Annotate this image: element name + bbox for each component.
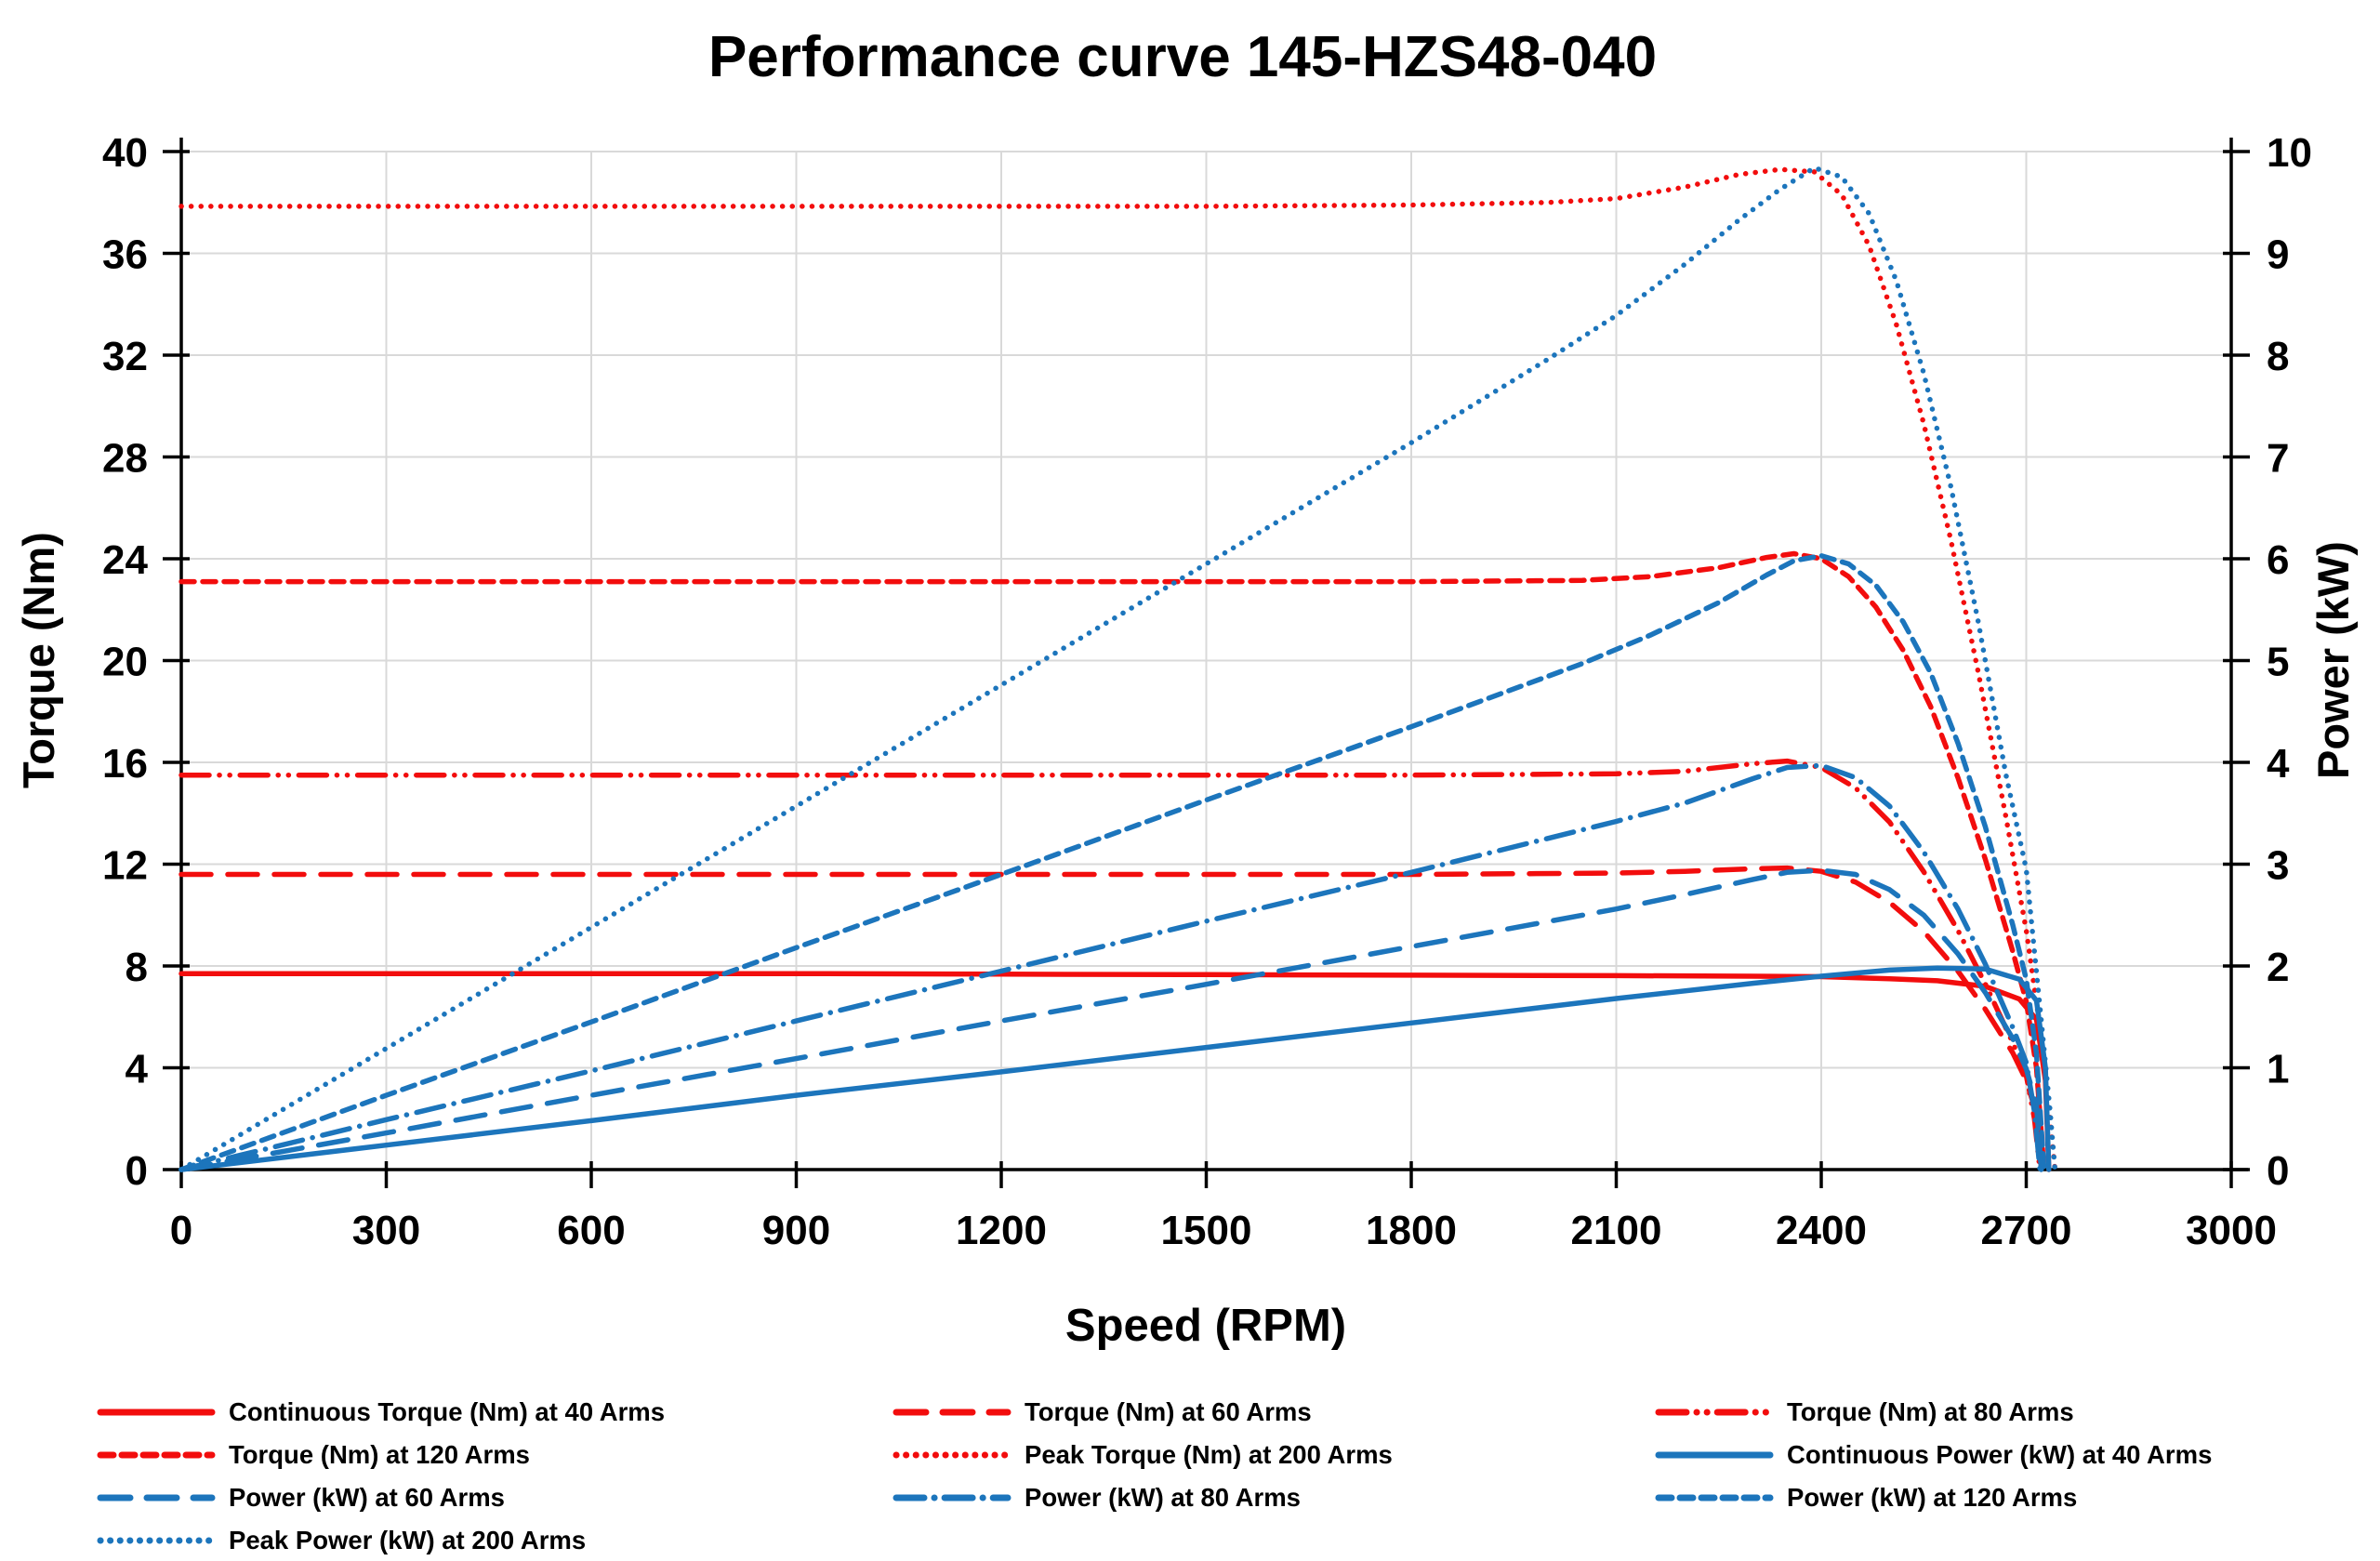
- y-axis-right-title: Power (kW): [2308, 541, 2358, 779]
- legend-item-p40: Continuous Power (kW) at 40 Arms: [1655, 1442, 2306, 1468]
- y-left-tick-label: 20: [102, 640, 148, 685]
- legend-label-p120: Power (kW) at 120 Arms: [1787, 1483, 2078, 1513]
- x-tick-label: 900: [762, 1208, 830, 1253]
- legend-item-t120: Torque (Nm) at 120 Arms: [97, 1442, 892, 1468]
- legend-label-p60: Power (kW) at 60 Arms: [229, 1483, 505, 1513]
- x-axis-title: Speed (RPM): [1065, 1301, 1346, 1351]
- chart-title: Performance curve 145-HZS48-040: [708, 25, 1657, 89]
- legend-line-sample-long-dash: [97, 1494, 216, 1501]
- legend-line-sample-long-dash: [892, 1409, 1012, 1416]
- y-right-tick-label: 6: [2267, 537, 2289, 583]
- y-right-tick-label: 0: [2267, 1148, 2289, 1194]
- legend-line-sample-dot: [97, 1537, 216, 1544]
- y-left-tick-label: 24: [102, 537, 148, 583]
- legend-label-t80: Torque (Nm) at 80 Arms: [1787, 1397, 2074, 1427]
- axes: [163, 138, 2250, 1188]
- gridlines: [181, 151, 2231, 1170]
- y-right-tick-label: 3: [2267, 843, 2289, 889]
- legend-item-t80: Torque (Nm) at 80 Arms: [1655, 1399, 2306, 1425]
- y-right-tick-label: 1: [2267, 1047, 2289, 1092]
- x-tick-label: 1500: [1161, 1208, 1252, 1253]
- legend-item-p80: Power (kW) at 80 Arms: [892, 1485, 1655, 1511]
- y-left-tick-label: 36: [102, 232, 148, 278]
- legend-item-p120: Power (kW) at 120 Arms: [1655, 1485, 2306, 1511]
- x-tick-label: 0: [170, 1208, 192, 1253]
- tick-labels: 0 300 600 900 1200 1500 1800 2100 2400 2700 300004…: [102, 130, 2312, 1253]
- series-p200-line: [178, 165, 2058, 1172]
- legend-line-sample-solid: [1655, 1451, 1774, 1459]
- legend-label-t40: Continuous Torque (Nm) at 40 Arms: [229, 1397, 666, 1427]
- y-right-tick-label: 7: [2267, 436, 2289, 482]
- series-t200-line: [178, 166, 2058, 1172]
- legend-label-p40: Continuous Power (kW) at 40 Arms: [1787, 1440, 2213, 1470]
- y-axis-left-title: Torque (Nm): [14, 532, 63, 788]
- legend-label-p80: Power (kW) at 80 Arms: [1025, 1483, 1301, 1513]
- y-left-tick-label: 0: [126, 1148, 148, 1194]
- y-left-tick-label: 12: [102, 843, 148, 889]
- y-right-tick-label: 9: [2267, 232, 2289, 278]
- series-t120-line: [178, 550, 2047, 1172]
- series-lines: [178, 165, 2058, 1172]
- x-tick-label: 3000: [2186, 1208, 2277, 1253]
- x-tick-label: 2700: [1981, 1208, 2072, 1253]
- y-right-tick-label: 10: [2267, 130, 2312, 176]
- y-left-tick-label: 4: [126, 1047, 149, 1092]
- series-p120-line: [178, 552, 2047, 1172]
- x-tick-label: 300: [352, 1208, 420, 1253]
- legend-line-sample-solid: [97, 1409, 216, 1416]
- legend-item-p60: Power (kW) at 60 Arms: [97, 1485, 892, 1511]
- x-tick-label: 2400: [1776, 1208, 1867, 1253]
- y-left-tick-label: 40: [102, 130, 148, 176]
- x-tick-label: 1800: [1366, 1208, 1457, 1253]
- y-left-tick-label: 28: [102, 436, 148, 482]
- legend: Continuous Torque (Nm) at 40 Arms Torque …: [97, 1391, 2328, 1561]
- y-left-tick-label: 16: [102, 741, 148, 787]
- series-p80-line: [178, 762, 2043, 1172]
- legend-line-sample-short-dash: [1655, 1494, 1774, 1501]
- x-tick-label: 1200: [956, 1208, 1047, 1253]
- y-left-tick-label: 32: [102, 334, 148, 379]
- x-tick-label: 2100: [1571, 1208, 1662, 1253]
- legend-item-t40: Continuous Torque (Nm) at 40 Arms: [97, 1399, 892, 1425]
- legend-line-sample-short-dash: [97, 1451, 216, 1459]
- legend-label-p200: Peak Power (kW) at 200 Arms: [229, 1526, 587, 1555]
- legend-line-sample-dash-dot-dot: [1655, 1409, 1774, 1416]
- y-right-tick-label: 8: [2267, 334, 2289, 379]
- y-right-tick-label: 2: [2267, 945, 2289, 990]
- x-tick-label: 600: [557, 1208, 625, 1253]
- series-p60-line: [178, 867, 2044, 1172]
- legend-item-t60: Torque (Nm) at 60 Arms: [892, 1399, 1655, 1425]
- legend-label-t60: Torque (Nm) at 60 Arms: [1025, 1397, 1312, 1427]
- y-right-tick-label: 4: [2267, 741, 2290, 787]
- legend-line-sample-dot: [892, 1451, 1012, 1459]
- legend-item-p200: Peak Power (kW) at 200 Arms: [97, 1528, 892, 1554]
- y-right-tick-label: 5: [2267, 640, 2289, 685]
- series-t60-line: [178, 865, 2044, 1172]
- legend-label-t200: Peak Torque (Nm) at 200 Arms: [1025, 1440, 1393, 1470]
- legend-item-t200: Peak Torque (Nm) at 200 Arms: [892, 1442, 1655, 1468]
- legend-label-t120: Torque (Nm) at 120 Arms: [229, 1440, 530, 1470]
- y-left-tick-label: 8: [126, 945, 148, 990]
- legend-line-sample-dash-dot: [892, 1494, 1012, 1501]
